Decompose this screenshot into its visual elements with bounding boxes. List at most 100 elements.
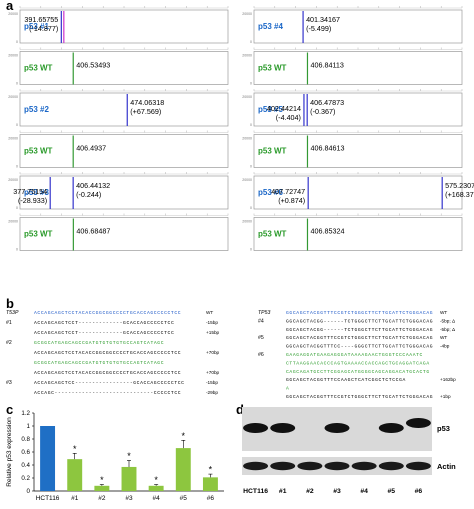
mutation-note: -5bp; Δ (440, 327, 455, 332)
trace-frame (253, 134, 463, 168)
peak-size: 406.47873 (310, 98, 344, 107)
lane-label: #6 (415, 488, 423, 495)
x-tick-label: #4 (153, 495, 161, 502)
y-tick-label: 20000 (242, 178, 252, 182)
trace-6: 20000 0 p53 WT 406.68487 (8, 213, 229, 252)
lane-label: #2 (306, 488, 314, 495)
lane-label: #5 (388, 488, 396, 495)
gene-header: T53P (6, 310, 19, 316)
y-tick-label: 0 (16, 165, 18, 169)
gene-header: TP53 (258, 310, 271, 316)
trace-label: p53 WT (24, 230, 53, 239)
y-tick-label: 0 (250, 165, 252, 169)
y-tick-label: 0 (250, 123, 252, 127)
y-tick-label: 0.4 (21, 462, 30, 469)
bar-clone-3 (121, 466, 137, 491)
p53-band (324, 423, 350, 433)
panel-a-label: a (6, 0, 14, 13)
trace-label: p53 #3 (24, 188, 49, 197)
significance-star: * (209, 465, 213, 475)
y-tick-label: 0.8 (21, 436, 30, 443)
significance-star: * (127, 451, 131, 461)
y-tick-label: 20000 (8, 220, 18, 224)
y-tick-label: 20000 (242, 137, 252, 141)
significance-star: * (182, 431, 186, 441)
bar-clone-5 (175, 448, 191, 491)
p53-band (243, 423, 269, 433)
trace-label: p53 WT (258, 230, 287, 239)
trace-frame (19, 134, 229, 168)
actin-band (378, 461, 404, 471)
trace-label: p53 #4 (258, 22, 283, 31)
lane-label: HCT116 (243, 488, 268, 495)
sequence-line: GGCAGCTACGGTTTCC----GGGCTTCTTGCATTCTGGGA… (286, 344, 433, 350)
clone-label: #2 (6, 340, 12, 346)
trace-8: 20000 0 p53 WT 406.84113 (242, 47, 463, 86)
western-blot: HCT116 #1 #2 #3 #4 #5 #6 p53 Actin (242, 407, 456, 495)
lane-label: #4 (360, 488, 368, 495)
trace-frame (19, 51, 229, 85)
trace-label: p53 WT (258, 64, 287, 73)
trace-10: 20000 0 p53 WT 406.84613 (242, 130, 463, 169)
panel-d-label: d (236, 402, 244, 417)
actin-band (243, 461, 269, 471)
peak-delta: (-5.499) (306, 24, 331, 33)
sequence-line: ACCAGCAGCTCCTACACCGGCGGCCCCTGCACCAGCCCCC… (34, 310, 181, 316)
actin-band (324, 461, 350, 471)
mutation-note: +15bp (206, 330, 220, 335)
significance-star: * (154, 475, 158, 485)
trace-7: 20000 0 p53 #4 401.34167(-5.499) (242, 6, 463, 44)
lane-label: #1 (279, 488, 287, 495)
y-tick-label: 0 (16, 40, 18, 44)
trace-label: p53 WT (24, 147, 53, 156)
sequence-line: CTTAAGGAACACCCAGTGAAAACCACCAGCTGCAGGATCA… (286, 360, 429, 366)
mutation-note: -15bp (206, 320, 218, 325)
mutation-note: WT (440, 335, 447, 340)
band-label-actin: Actin (437, 462, 456, 471)
sequence-line: ACCAGCAGCTCCTACACCGGCGGCCCCTGCACCAGCCCCC… (34, 350, 181, 356)
trace-frame (253, 175, 463, 210)
y-tick-label: 20000 (242, 95, 252, 99)
trace-4: 20000 0 p53 WT 406.4937 (8, 130, 229, 169)
significance-star: * (73, 444, 77, 454)
trace-label: p53 WT (258, 147, 287, 156)
y-tick-label: 1.2 (21, 410, 30, 417)
peak-delta: (+67.569) (130, 107, 161, 116)
panel-b-label: b (6, 296, 14, 311)
significance-star: * (100, 475, 104, 485)
trace-label: p53 #1 (24, 22, 49, 31)
band-label-p53: p53 (437, 424, 450, 433)
peak-delta: (+0.874) (278, 196, 305, 205)
peak-delta: (+168.378) (445, 190, 474, 199)
bar-hct116 (40, 426, 56, 491)
trace-2: 20000 0 p53 WT 406.53493 (8, 47, 229, 86)
mutation-note: WT (440, 310, 447, 315)
trace-3: 20000 0 p53 #2 474.06318(+67.569) (8, 89, 229, 127)
sequence-line: GGCAGCTACGGTTTCCAAGCTCATCGGCTCTCCGA (286, 377, 405, 383)
sequence-line: GGCAGCTACGGTTTCCGTCTGGGCTTCTTGCATTCTGGGA… (286, 394, 433, 400)
peak-size: 575.23077 (445, 181, 474, 190)
sequence-line: GCGGCATGAGCAGCCGATGTGTGTGTGCCAGTCATAGC (34, 360, 164, 366)
mutation-note: -15bp (206, 380, 218, 385)
sequence-line: ACCAGCAGCTCC-----------------GCACCAGCCCC… (34, 380, 184, 386)
peak-size: 401.34167 (306, 15, 340, 24)
y-tick-label: 0 (250, 40, 252, 44)
y-tick-label: 20000 (242, 54, 252, 58)
lane-label: #3 (333, 488, 341, 495)
p53-expression-bar-chart: 0 0.2 0.4 0.6 0.8 1 1.2 Relative p53 expression… (6, 410, 224, 502)
trace-frame (253, 92, 463, 127)
peak-size: 402.44214 (267, 104, 301, 113)
y-tick-label: 20000 (8, 178, 18, 182)
peak-size: 406.68487 (76, 227, 110, 236)
sequence-line: GGCAGCTACGG------TCTGGGCTTCTTGCATTCTGGGA… (286, 327, 433, 333)
peak-size: 377.75154 (13, 187, 47, 196)
x-tick-label: HCT116 (36, 495, 60, 502)
actin-band (351, 461, 377, 471)
trace-frame (19, 92, 229, 127)
bar-clone-2 (94, 485, 110, 491)
